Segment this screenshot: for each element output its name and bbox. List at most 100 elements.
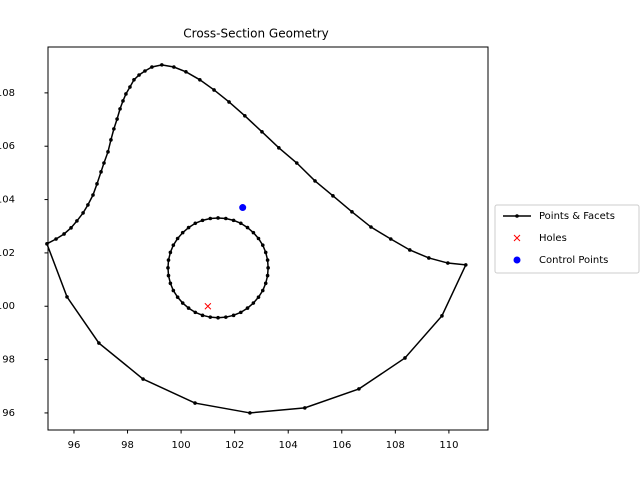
vertex-marker bbox=[128, 85, 132, 89]
axes-frame bbox=[47, 46, 489, 431]
legend-label: Control Points bbox=[539, 255, 608, 266]
vertex-marker bbox=[265, 273, 270, 278]
vertex-marker bbox=[171, 243, 176, 247]
vertex-marker bbox=[263, 281, 268, 286]
vertex-marker bbox=[175, 236, 180, 241]
plot-area bbox=[45, 63, 468, 415]
vertex-marker bbox=[357, 387, 361, 391]
vertex-marker bbox=[81, 211, 85, 215]
legend-box bbox=[494, 204, 640, 274]
vertex-marker bbox=[256, 295, 261, 299]
y-tick-label: 104 bbox=[0, 195, 15, 206]
vertex-marker bbox=[251, 230, 256, 235]
legend-label: Points & Facets bbox=[539, 211, 615, 222]
vertex-marker bbox=[260, 288, 265, 293]
vertex-marker bbox=[171, 288, 176, 293]
vertex-marker bbox=[231, 313, 236, 318]
vertex-marker bbox=[118, 107, 122, 111]
control-point bbox=[239, 204, 247, 212]
vertex-marker bbox=[186, 225, 191, 230]
vertex-marker bbox=[95, 182, 99, 186]
facet-line bbox=[45, 64, 467, 414]
x-tick-label: 100 bbox=[172, 440, 191, 451]
vertex-marker bbox=[180, 230, 185, 235]
x-tick-label: 110 bbox=[439, 440, 458, 451]
vertex-marker bbox=[168, 250, 173, 255]
vertex-marker bbox=[251, 301, 256, 305]
vertex-marker bbox=[115, 117, 119, 121]
vertex-marker bbox=[141, 377, 145, 381]
legend: Points & Facets Holes Control Points bbox=[494, 204, 640, 274]
vertex-marker bbox=[175, 295, 180, 299]
legend-marker bbox=[515, 214, 519, 218]
y-tick-label: 100 bbox=[0, 301, 15, 312]
vertex-marker bbox=[106, 150, 110, 154]
vertex-marker bbox=[69, 226, 73, 230]
vertex-marker bbox=[184, 70, 188, 74]
vertex-marker bbox=[137, 73, 141, 77]
vertex-marker bbox=[294, 161, 299, 165]
vertex-marker bbox=[62, 232, 66, 236]
vertex-marker bbox=[86, 203, 90, 207]
vertex-marker bbox=[200, 218, 205, 223]
vertex-marker bbox=[427, 256, 431, 260]
vertex-marker bbox=[200, 313, 205, 318]
vertex-marker bbox=[208, 315, 213, 319]
vertex-marker bbox=[75, 219, 79, 223]
y-tick-label: 108 bbox=[0, 88, 15, 99]
vertex-marker bbox=[239, 310, 243, 315]
vertex-marker bbox=[109, 138, 113, 142]
hole-marker bbox=[204, 302, 212, 310]
vertex-marker bbox=[216, 216, 220, 220]
vertex-marker bbox=[172, 65, 176, 69]
vertex-marker bbox=[180, 301, 185, 305]
vertex-marker bbox=[350, 210, 354, 214]
hole-marker bbox=[513, 234, 521, 242]
vertex-marker bbox=[208, 216, 213, 221]
vertex-marker bbox=[440, 314, 444, 318]
x-tick-label: 102 bbox=[225, 440, 244, 451]
vertex-marker bbox=[388, 237, 393, 241]
vertex-marker bbox=[112, 127, 116, 131]
x-tick-label: 96 bbox=[68, 440, 81, 451]
vertex-marker bbox=[224, 315, 228, 319]
vertex-marker bbox=[198, 78, 202, 82]
vertex-marker bbox=[277, 146, 281, 150]
vertex-marker bbox=[168, 281, 173, 286]
x-tick-label: 104 bbox=[279, 440, 298, 451]
vertex-marker bbox=[446, 261, 450, 265]
vertex-marker bbox=[239, 221, 243, 226]
vertex-marker bbox=[160, 63, 164, 67]
vertex-marker bbox=[65, 295, 69, 299]
vertex-marker bbox=[331, 194, 335, 198]
vertex-marker bbox=[231, 218, 236, 223]
x-tick-label: 108 bbox=[386, 440, 405, 451]
vertex-marker bbox=[166, 266, 170, 270]
control-point bbox=[513, 256, 521, 264]
y-tick-label: 106 bbox=[0, 141, 15, 152]
vertex-marker bbox=[193, 221, 198, 226]
vertex-marker bbox=[212, 88, 216, 92]
vertex-marker bbox=[260, 130, 264, 134]
vertex-marker bbox=[463, 263, 468, 267]
vertex-marker bbox=[102, 161, 106, 165]
vertex-marker bbox=[150, 65, 154, 69]
vertex-marker bbox=[124, 92, 128, 96]
vertex-marker bbox=[132, 78, 136, 82]
y-tick-label: 96 bbox=[2, 408, 15, 419]
chart-title: Cross-Section Geometry bbox=[183, 27, 328, 41]
vertex-marker bbox=[313, 179, 317, 183]
vertex-marker bbox=[266, 266, 270, 270]
vertex-marker bbox=[263, 250, 268, 255]
y-tick-label: 98 bbox=[2, 355, 15, 366]
vertex-marker bbox=[186, 306, 191, 310]
vertex-marker bbox=[97, 341, 101, 345]
x-tick-label: 106 bbox=[332, 440, 351, 451]
y-tick-label: 102 bbox=[0, 248, 15, 259]
vertex-marker bbox=[408, 248, 412, 252]
vertex-marker bbox=[227, 100, 231, 104]
vertex-marker bbox=[403, 356, 407, 360]
vertex-marker bbox=[193, 401, 197, 405]
vertex-marker bbox=[243, 114, 247, 118]
